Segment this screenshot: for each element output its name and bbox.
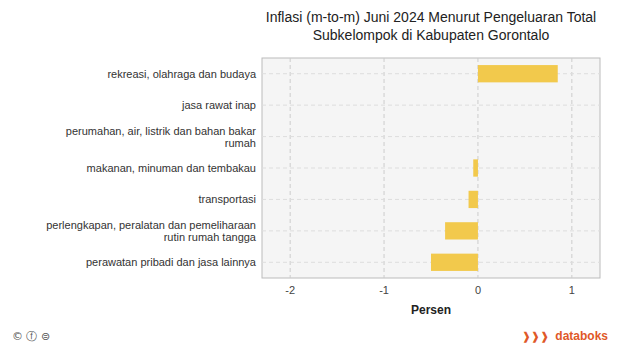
- y-tick-label: perawatan pribadi dan jasa lainnya: [86, 256, 257, 268]
- y-tick-label: makanan, minuman dan tembakau: [87, 162, 256, 174]
- title-line: Subkelompok di Kabupaten Gorontalo: [313, 27, 550, 43]
- x-axis-label: Persen: [411, 303, 451, 317]
- y-tick-label: perlengkapan, peralatan dan pemeliharaan…: [46, 219, 257, 243]
- label-line: transportasi: [199, 193, 256, 205]
- grid-line: [262, 105, 600, 106]
- y-tick-label: jasa rawat inap: [181, 99, 256, 111]
- grid-line: [262, 199, 600, 200]
- bar: [478, 65, 558, 82]
- label-line: jasa rawat inap: [181, 99, 256, 111]
- plot-area: [262, 58, 600, 278]
- grid-line: [262, 230, 600, 231]
- label-line: makanan, minuman dan tembakau: [87, 162, 256, 174]
- title-line: Inflasi (m-to-m) Juni 2024 Menurut Penge…: [266, 9, 596, 25]
- grid-line: [262, 136, 600, 137]
- bar: [477, 97, 478, 114]
- x-tick-label: -1: [379, 284, 389, 296]
- grid-line: [262, 168, 600, 169]
- label-line: perumahan, air, listrik dan bahan bakar: [66, 125, 257, 137]
- annotation: databoks: [555, 329, 608, 343]
- x-tick-label: 1: [569, 284, 575, 296]
- y-tick-label: rekreasi, olahraga dan budaya: [107, 68, 256, 80]
- label-line: rutin rumah tangga: [164, 231, 257, 243]
- chart: Inflasi (m-to-m) Juni 2024 Menurut Penge…: [0, 0, 620, 348]
- label-line: rekreasi, olahraga dan budaya: [107, 68, 256, 80]
- label-line: perawatan pribadi dan jasa lainnya: [86, 256, 257, 268]
- title: Inflasi (m-to-m) Juni 2024 Menurut Penge…: [266, 9, 596, 43]
- bar: [445, 222, 478, 239]
- annotation: ❱❱❱: [522, 330, 550, 343]
- bar: [431, 254, 478, 271]
- bar: [477, 128, 478, 145]
- label-line: rumah: [225, 137, 256, 149]
- label-line: perlengkapan, peralatan dan pemeliharaan: [46, 219, 256, 231]
- bar: [473, 159, 478, 176]
- x-tick-label: -2: [285, 284, 295, 296]
- y-tick-label: transportasi: [199, 193, 256, 205]
- bar: [469, 191, 478, 208]
- x-tick-label: 0: [475, 284, 481, 296]
- annotation: © ⓕ ⊜: [12, 330, 50, 343]
- y-tick-label: perumahan, air, listrik dan bahan bakarr…: [66, 125, 257, 149]
- bars: [431, 65, 558, 271]
